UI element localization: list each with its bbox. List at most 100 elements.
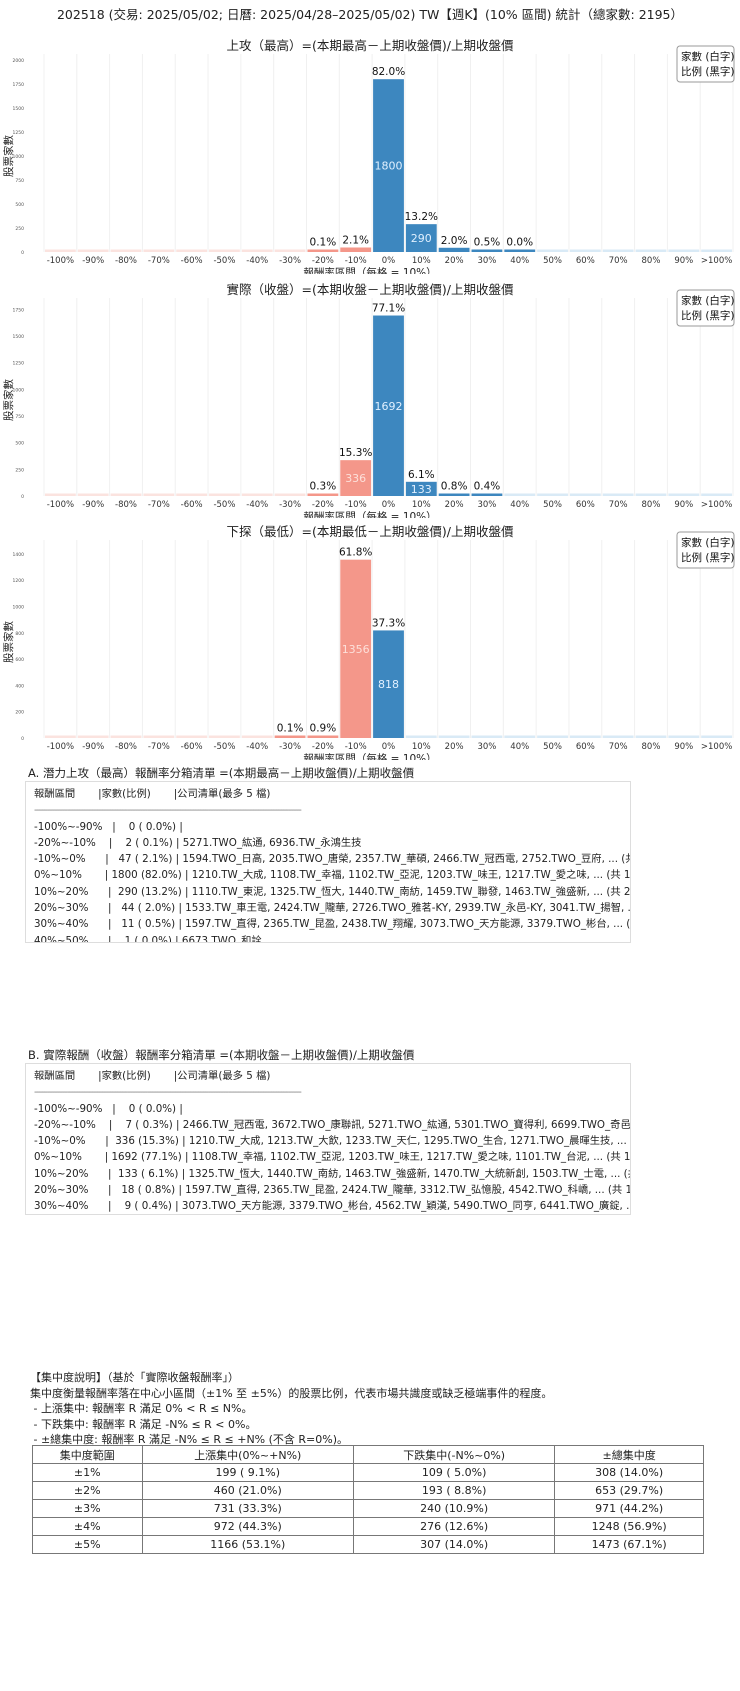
x-tick-label: -30%	[279, 742, 301, 752]
bar-count-label: 290	[411, 232, 432, 245]
y-tick-label: 800	[15, 631, 24, 637]
x-tick-label: 70%	[609, 256, 628, 266]
note-line: 集中度衡量報酬率落在中心小區間（±1% 至 ±5%）的股票比例，代表市場共識度或…	[30, 1386, 553, 1400]
table-header-row: 集中度範圍 上漲集中(0%~+N%) 下跌集中(-N%~0%) ±總集中度	[32, 1445, 704, 1464]
note-line: - 上漲集中: 報酬率 R 滿足 0% < R ≤ N%。	[30, 1402, 253, 1415]
list-header: 報酬區間 |家數(比例) |公司清單(最多 5 檔)	[34, 1070, 271, 1082]
bar--100%	[45, 493, 76, 496]
bar-90%	[668, 493, 700, 496]
y-tick-label: 1750	[13, 82, 25, 88]
bar-pct-label: 15.3%	[339, 447, 372, 459]
bar-0%	[373, 79, 404, 252]
note-line: - 下跌集中: 報酬率 R 滿足 -N% ≤ R < 0%。	[30, 1417, 257, 1431]
bar--70%	[143, 493, 175, 496]
bar-40%	[504, 249, 536, 252]
bar-60%	[569, 249, 601, 252]
bar--60%	[176, 493, 208, 496]
concentration-notes: 【集中度說明】（基於「實際收盤報酬率」） 集中度衡量報酬率落在中心小區間（±1% …	[30, 1370, 552, 1448]
list-row: -20%~-10% | 7 ( 0.3%) | 2466.TW_冠西電, 367…	[34, 1118, 631, 1131]
x-tick-label: 30%	[477, 256, 496, 266]
bar-0%	[373, 630, 404, 738]
x-tick-label: -100%	[47, 742, 74, 752]
bar--40%	[241, 249, 273, 252]
main-title: 202518 (交易: 2025/05/02; 日曆: 2025/04/28–2…	[56, 7, 684, 22]
x-tick-label: 10%	[412, 742, 431, 752]
bar-count-label: 133	[411, 483, 432, 496]
bar-70%	[602, 249, 634, 252]
legend-box	[676, 45, 735, 83]
x-tick-label: -50%	[213, 500, 235, 510]
bar--30%	[274, 735, 306, 738]
bar-count-label: 1800	[375, 160, 403, 173]
x-tick-label: 70%	[609, 500, 628, 510]
x-tick-label: -30%	[279, 500, 301, 510]
table-cell: 308 (14.0%)	[554, 1463, 704, 1482]
bar-70%	[602, 735, 634, 738]
list-row: 30%~40% | 11 ( 0.5%) | 1597.TW_直得, 2365.…	[34, 918, 631, 931]
x-tick-label: 30%	[477, 500, 496, 510]
bar--60%	[176, 249, 208, 252]
bar-0%	[373, 315, 404, 496]
bar-90%	[668, 249, 700, 252]
x-tick-label: -80%	[115, 742, 137, 752]
bar-20%	[438, 735, 470, 738]
x-tick-label: -60%	[181, 742, 203, 752]
table-row: ±1% 199 ( 9.1%) 109 ( 5.0%) 308 (14.0%)	[32, 1463, 704, 1482]
bar--80%	[110, 249, 142, 252]
bar-10%	[405, 481, 437, 496]
bar--50%	[209, 249, 240, 252]
note-line: - ±總集中度: 報酬率 R 滿足 -N% ≤ R ≤ +N% (不含 R=0%…	[30, 1433, 349, 1446]
list-row: -10%~0% | 47 ( 2.1%) | 1594.TWO_日高, 2035…	[34, 853, 631, 866]
x-tick-label: 80%	[642, 256, 661, 266]
bar-pct-label: 82.0%	[372, 66, 405, 78]
x-tick-label: 50%	[543, 500, 562, 510]
y-tick-label: 1250	[13, 130, 25, 136]
bar--80%	[110, 493, 142, 496]
x-tick-label: -70%	[148, 500, 170, 510]
x-tick-label: -20%	[312, 742, 334, 752]
list-row: -100%~-90% | 0 ( 0.0%) |	[34, 1102, 183, 1115]
x-tick-label: 0%	[382, 256, 396, 266]
bar-pct-label: 37.3%	[372, 617, 405, 629]
y-tick-label: 500	[15, 202, 24, 208]
bar-10%	[405, 224, 437, 252]
x-tick-label: 40%	[510, 256, 529, 266]
bar-20%	[438, 247, 470, 252]
bar--100%	[45, 249, 76, 252]
bar--100%	[45, 735, 76, 738]
chart-title: 實際（收盤）=(本期收盤－上期收盤價)/上期收盤價	[227, 282, 514, 297]
bar-pct-label: 77.1%	[372, 303, 405, 315]
bar-count-label: 1356	[342, 643, 370, 656]
x-tick-label: -40%	[246, 742, 268, 752]
x-tick-label: 80%	[642, 500, 661, 510]
bar-80%	[635, 249, 667, 252]
bar-90%	[668, 735, 700, 738]
x-tick-label: 90%	[674, 742, 693, 752]
bar-pct-label: 2.1%	[342, 234, 369, 246]
list-row: 0%~10% | 1692 (77.1%) | 1108.TW_幸福, 1102…	[34, 1151, 631, 1164]
list-row: -10%~0% | 336 (15.3%) | 1210.TW_大成, 1213…	[34, 1135, 631, 1148]
x-tick-label: -20%	[312, 500, 334, 510]
x-tick-label: -80%	[115, 500, 137, 510]
list-row: 20%~30% | 18 ( 0.8%) | 1597.TW_直得, 2365.…	[34, 1184, 631, 1197]
bar-60%	[569, 493, 601, 496]
x-tick-label: >100%	[701, 742, 732, 752]
bar-count-label: 818	[378, 678, 399, 691]
table-cell: 109 ( 5.0%)	[353, 1463, 556, 1482]
bar-60%	[569, 735, 601, 738]
legend-entry: 家數 (白字)	[681, 294, 735, 307]
section-a-list: 報酬區間 |家數(比例) |公司清單(最多 5 檔) --------------…	[25, 781, 631, 943]
bar--90%	[77, 735, 109, 738]
list-row: 0%~10% | 1800 (82.0%) | 1210.TW_大成, 1108…	[34, 869, 631, 882]
bar-pct-label: 0.3%	[310, 481, 337, 493]
x-tick-label: -60%	[181, 256, 203, 266]
list-row: 20%~30% | 44 ( 2.0%) | 1533.TW_車王電, 2424…	[34, 902, 631, 915]
x-tick-label: 20%	[445, 256, 464, 266]
list-row: -100%~-90% | 0 ( 0.0%) |	[34, 820, 183, 833]
x-tick-label: -90%	[82, 742, 104, 752]
x-tick-label: 10%	[412, 500, 431, 510]
legend-entry: 比例 (黑字)	[681, 551, 735, 564]
bar-30%	[471, 735, 503, 738]
x-tick-label: >100%	[701, 256, 732, 266]
y-tick-label: 1400	[13, 552, 25, 558]
